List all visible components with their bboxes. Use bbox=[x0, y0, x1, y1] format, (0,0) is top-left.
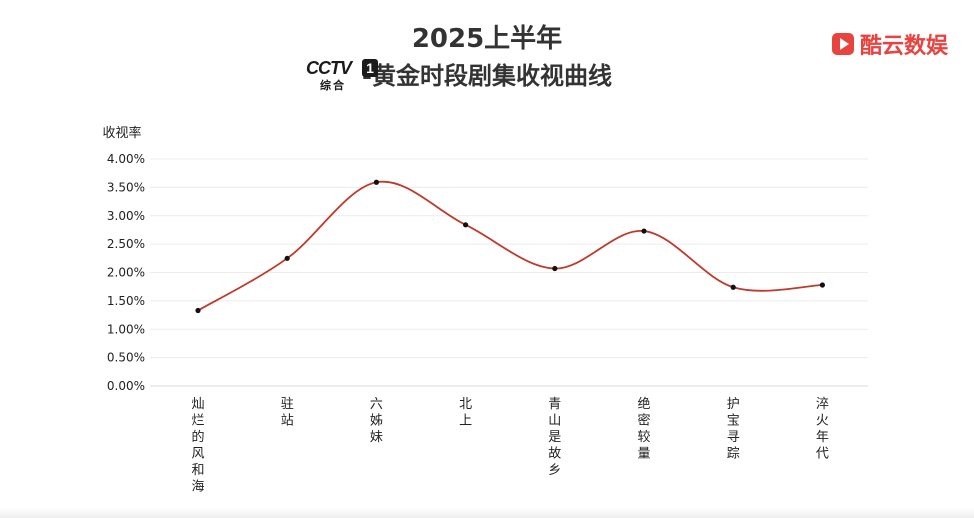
cctv-logo-number: 1 bbox=[362, 59, 378, 77]
y-tick-label: 4.00% bbox=[107, 152, 145, 166]
y-tick-label: 0.00% bbox=[107, 379, 145, 393]
data-point bbox=[463, 222, 469, 228]
y-axis-label: 收视率 bbox=[102, 125, 141, 141]
y-tick-label: 1.50% bbox=[107, 294, 145, 308]
cctv1-logo: CCTV 1 综合 bbox=[306, 58, 378, 92]
data-point bbox=[284, 255, 290, 261]
data-point bbox=[552, 265, 558, 272]
data-point bbox=[819, 282, 826, 288]
cctv-logo-subtext: 综合 bbox=[320, 79, 346, 92]
y-tick-label: 0.50% bbox=[107, 351, 145, 365]
x-tick-label: 绝密较量 bbox=[637, 396, 650, 462]
x-tick-label: 驻站 bbox=[281, 397, 294, 429]
play-icon bbox=[831, 33, 854, 55]
data-point bbox=[641, 228, 647, 234]
data-point bbox=[195, 307, 201, 314]
brand-logo: 酷云数娱 bbox=[831, 28, 948, 60]
series-line bbox=[197, 180, 823, 312]
y-tick-label: 2.50% bbox=[107, 237, 145, 251]
data-point bbox=[373, 179, 379, 185]
y-tick-label: 3.00% bbox=[107, 209, 145, 223]
x-tick-label: 护宝寻踪 bbox=[727, 397, 740, 462]
x-tick-label: 灿烂的风和海 bbox=[191, 397, 204, 495]
x-tick-label: 六姊妹 bbox=[370, 397, 383, 445]
y-tick-label: 3.50% bbox=[107, 180, 145, 194]
x-tick-label: 北上 bbox=[459, 397, 472, 429]
x-tick-label: 淬火年代 bbox=[816, 397, 829, 462]
bottom-edge bbox=[0, 508, 974, 518]
data-point bbox=[730, 284, 736, 290]
x-tick-label: 青山是故乡 bbox=[548, 397, 561, 478]
brand-name: 酷云数娱 bbox=[859, 34, 948, 59]
cctv-logo-text: CCTV bbox=[306, 58, 352, 78]
chart-title: 2025上半年 bbox=[411, 24, 563, 54]
chart-subtitle: -黄金时段剧集收视曲线 bbox=[362, 62, 612, 90]
y-tick-label: 1.00% bbox=[107, 322, 145, 336]
y-tick-label: 2.00% bbox=[107, 266, 145, 280]
